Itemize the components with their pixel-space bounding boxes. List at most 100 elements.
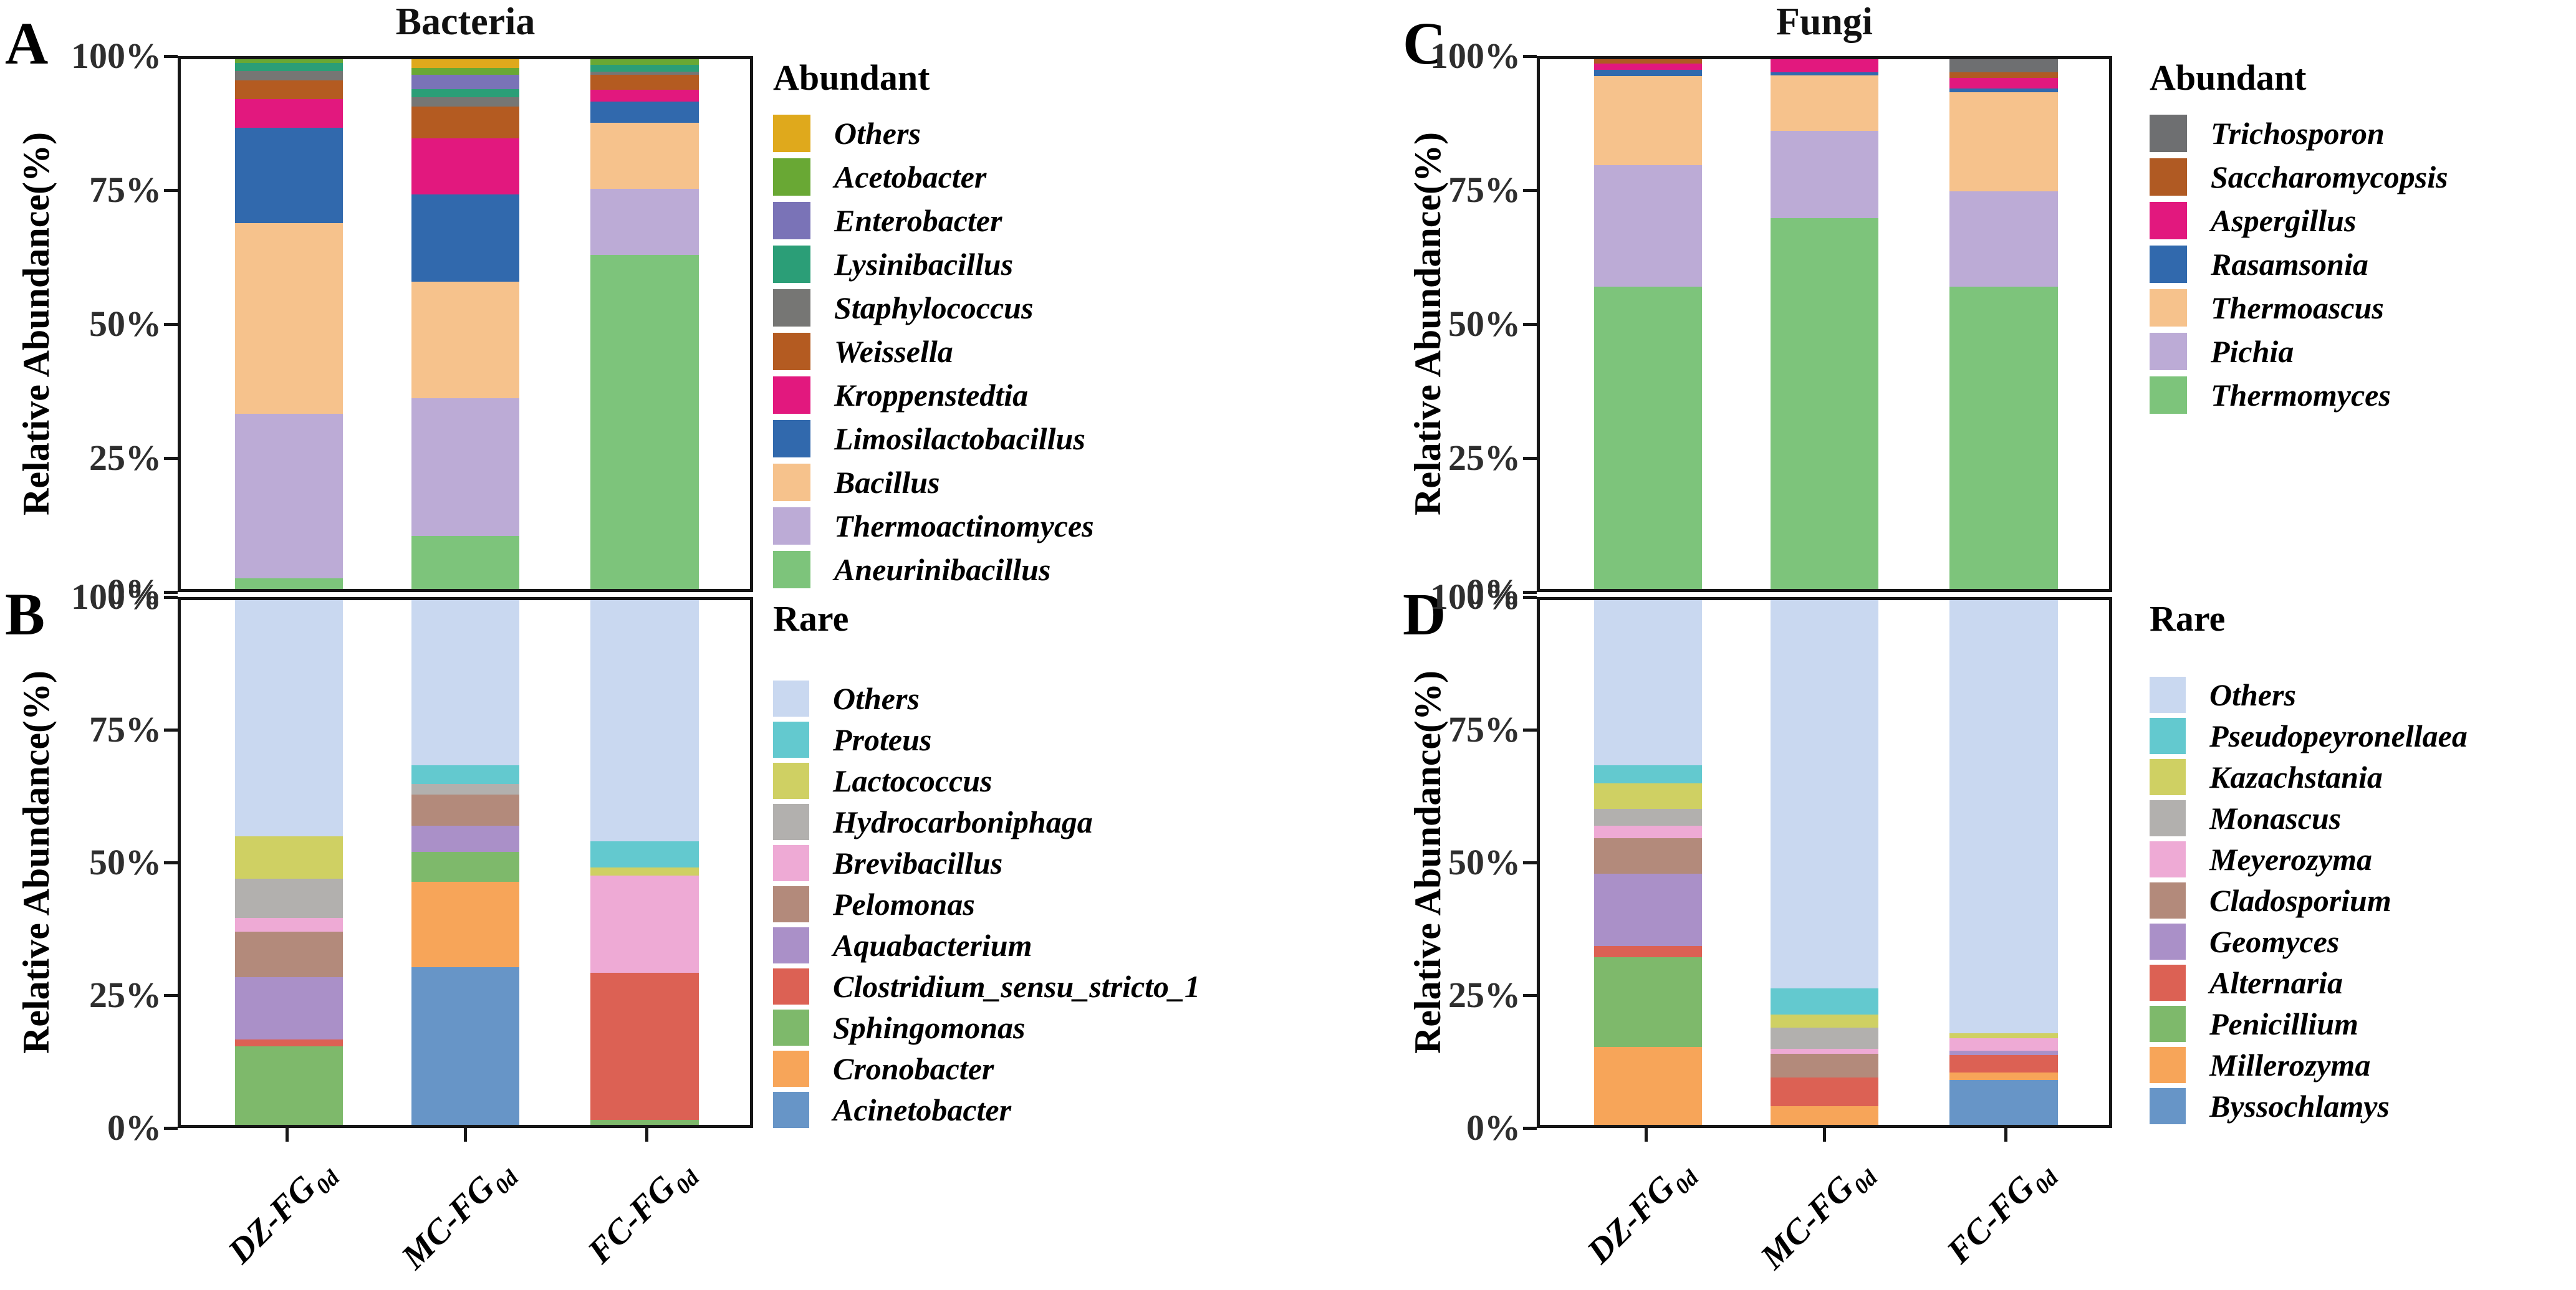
- bar-segment-kroppenstedtia-fc-fg0d: [590, 90, 699, 102]
- bar-segment-sphingomonas-mc-fg0d: [411, 852, 520, 882]
- y-tick-mark: [164, 595, 178, 599]
- bar-segment-others-mc-fg0d: [411, 600, 520, 766]
- bar-segment-byssochlamys-fc-fg0d: [1949, 1080, 2058, 1125]
- legend-item-hydrocarboniphaga: Hydrocarboniphaga: [773, 804, 1200, 840]
- bar-segment-pseudopeyronellaea-mc-fg0d: [1770, 988, 1879, 1015]
- legend-item-lysinibacillus: Lysinibacillus: [773, 246, 1094, 283]
- stacked-bar-mc-fg0d: [1770, 59, 1879, 589]
- legend-item-clostridium-sensu-stricto-1: Clostridium_sensu_stricto_1: [773, 968, 1200, 1005]
- legend-label-thermoascus: Thermoascus: [2211, 290, 2384, 325]
- y-tick-label-100: 100%: [1430, 576, 1521, 617]
- bar-segment-weissella-fc-fg0d: [590, 75, 699, 90]
- legend-label-kazachstania: Kazachstania: [2209, 760, 2383, 795]
- x-tick-mark-dz-fg: [285, 1128, 289, 1142]
- bar-segment-kazachstania-dz-fg0d: [1593, 783, 1703, 810]
- stacked-bar-dz-fg0d: [234, 59, 344, 589]
- y-tick-label-100: 100%: [71, 36, 161, 76]
- bar-segment-meyerozyma-dz-fg0d: [1593, 826, 1703, 839]
- x-tick-mark-mc-fg: [464, 1128, 467, 1142]
- legend-label-clostridium-sensu-stricto-1: Clostridium_sensu_stricto_1: [833, 969, 1201, 1004]
- legend-label-sphingomonas: Sphingomonas: [833, 1010, 1026, 1045]
- legend-title-abundant-bacteria: Abundant: [773, 57, 930, 98]
- bar-segment-clostridium-sensu-stricto-1-fc-fg0d: [590, 972, 699, 1120]
- bar-segment-thermoactinomyces-mc-fg0d: [411, 398, 520, 536]
- bar-segment-millerozyma-mc-fg0d: [1770, 1106, 1879, 1125]
- x-category-label-text: FC-FG: [1939, 1168, 2043, 1271]
- legend-swatch-alternaria: [2150, 965, 2186, 1001]
- y-tick-label-75: 75%: [89, 709, 161, 750]
- legend-swatch-millerozyma: [2150, 1047, 2186, 1083]
- legend-item-aneurinibacillus: Aneurinibacillus: [773, 551, 1094, 588]
- legend-swatch-proteus: [773, 722, 809, 758]
- legend-swatch-enterobacter: [773, 202, 810, 239]
- legend-swatch-rasamsonia: [2150, 246, 2187, 283]
- legend-label-penicillium: Penicillium: [2209, 1006, 2358, 1041]
- x-category-label-text: MC-FG: [393, 1168, 502, 1277]
- legend-item-kroppenstedtia: Kroppenstedtia: [773, 376, 1094, 414]
- legend-item-aspergillus: Aspergillus: [2150, 202, 2448, 239]
- y-tick-mark: [164, 590, 178, 594]
- legend-label-aspergillus: Aspergillus: [2211, 203, 2357, 238]
- legend-item-enterobacter: Enterobacter: [773, 202, 1094, 239]
- y-tick-mark: [1523, 993, 1537, 997]
- stacked-bar-dz-fg0d: [234, 600, 344, 1125]
- bar-segment-monascus-mc-fg0d: [1770, 1028, 1879, 1049]
- x-tick-mark-dz-fg: [1644, 1128, 1648, 1142]
- bar-segment-alternaria-mc-fg0d: [1770, 1077, 1879, 1107]
- legend-item-others: Others: [2150, 677, 2468, 713]
- legend-item-acetobacter: Acetobacter: [773, 158, 1094, 196]
- bar-segment-lysinibacillus-fc-fg0d: [590, 64, 699, 72]
- bar-segment-monascus-dz-fg0d: [1593, 809, 1703, 826]
- legend-swatch-bacillus: [773, 464, 810, 501]
- bar-segment-pichia-fc-fg0d: [1949, 191, 2058, 287]
- y-tick-mark: [164, 993, 178, 997]
- legend-title-abundant-fungi: Abundant: [2150, 57, 2307, 98]
- bar-segment-lysinibacillus-mc-fg0d: [411, 89, 520, 98]
- chart-title-bacteria: Bacteria: [395, 1, 536, 43]
- y-tick-mark: [164, 188, 178, 192]
- bar-segment-acinetobacter-mc-fg0d: [411, 967, 520, 1125]
- legend-item-pelomonas: Pelomonas: [773, 886, 1200, 922]
- legend-swatch-brevibacillus: [773, 845, 809, 881]
- bar-segment-staphylococcus-mc-fg0d: [411, 97, 520, 107]
- x-tick-mark-fc-fg: [645, 1128, 648, 1142]
- legend-rare-bacteria: Others Proteus Lactococcus Hydrocarboniphag…: [773, 681, 1200, 1133]
- y-tick-mark: [1523, 188, 1537, 192]
- legend-label-lysinibacillus: Lysinibacillus: [834, 247, 1014, 282]
- bar-segment-rasamsonia-mc-fg0d: [1770, 72, 1879, 75]
- legend-swatch-lactococcus: [773, 763, 809, 799]
- y-tick-label-25: 25%: [89, 437, 161, 478]
- bar-segment-limosilactobacillus-dz-fg0d: [234, 128, 344, 224]
- bar-segment-staphylococcus-dz-fg0d: [234, 70, 344, 80]
- legend-label-trichosporon: Trichosporon: [2211, 116, 2385, 151]
- y-tick-mark: [164, 322, 178, 326]
- bar-segment-cronobacter-mc-fg0d: [411, 882, 520, 968]
- stacked-bar-mc-fg0d: [411, 59, 520, 589]
- legend-label-pichia: Pichia: [2211, 334, 2294, 369]
- legend-swatch-monascus: [2150, 800, 2186, 836]
- panel-letter-c: C: [1403, 10, 1446, 77]
- bar-segment-lactococcus-fc-fg0d: [590, 867, 699, 876]
- bar-segment-trichosporon-fc-fg0d: [1949, 59, 2058, 73]
- bar-segment-thermomyces-dz-fg0d: [1593, 287, 1703, 589]
- legend-abundant-bacteria: Others Acetobacter Enterobacter Lysinibacil…: [773, 115, 1094, 595]
- y-tick-label-50: 50%: [1448, 842, 1521, 882]
- y-tick-label-75: 75%: [1448, 709, 1521, 750]
- legend-swatch-others: [773, 681, 809, 717]
- bar-segment-bacillus-mc-fg0d: [411, 281, 520, 398]
- legend-swatch-limosilactobacillus: [773, 420, 810, 457]
- legend-label-saccharomycopsis: Saccharomycopsis: [2211, 160, 2448, 194]
- x-category-label-dz-fg: DZ-FG0d: [1580, 1153, 1703, 1274]
- legend-swatch-lysinibacillus: [773, 246, 810, 283]
- x-tick-mark-fc-fg: [2004, 1128, 2007, 1142]
- bar-segment-pichia-mc-fg0d: [1770, 130, 1879, 218]
- legend-item-cronobacter: Cronobacter: [773, 1051, 1200, 1087]
- bar-segment-thermoactinomyces-dz-fg0d: [234, 414, 344, 578]
- legend-item-limosilactobacillus: Limosilactobacillus: [773, 420, 1094, 457]
- bar-segment-aneurinibacillus-dz-fg0d: [234, 578, 344, 589]
- legend-label-cladosporium: Cladosporium: [2209, 883, 2391, 918]
- panel-letter-a: A: [5, 10, 49, 77]
- y-tick-mark: [1523, 456, 1537, 460]
- bar-segment-others-fc-fg0d: [1949, 600, 2058, 1033]
- legend-swatch-penicillium: [2150, 1006, 2186, 1042]
